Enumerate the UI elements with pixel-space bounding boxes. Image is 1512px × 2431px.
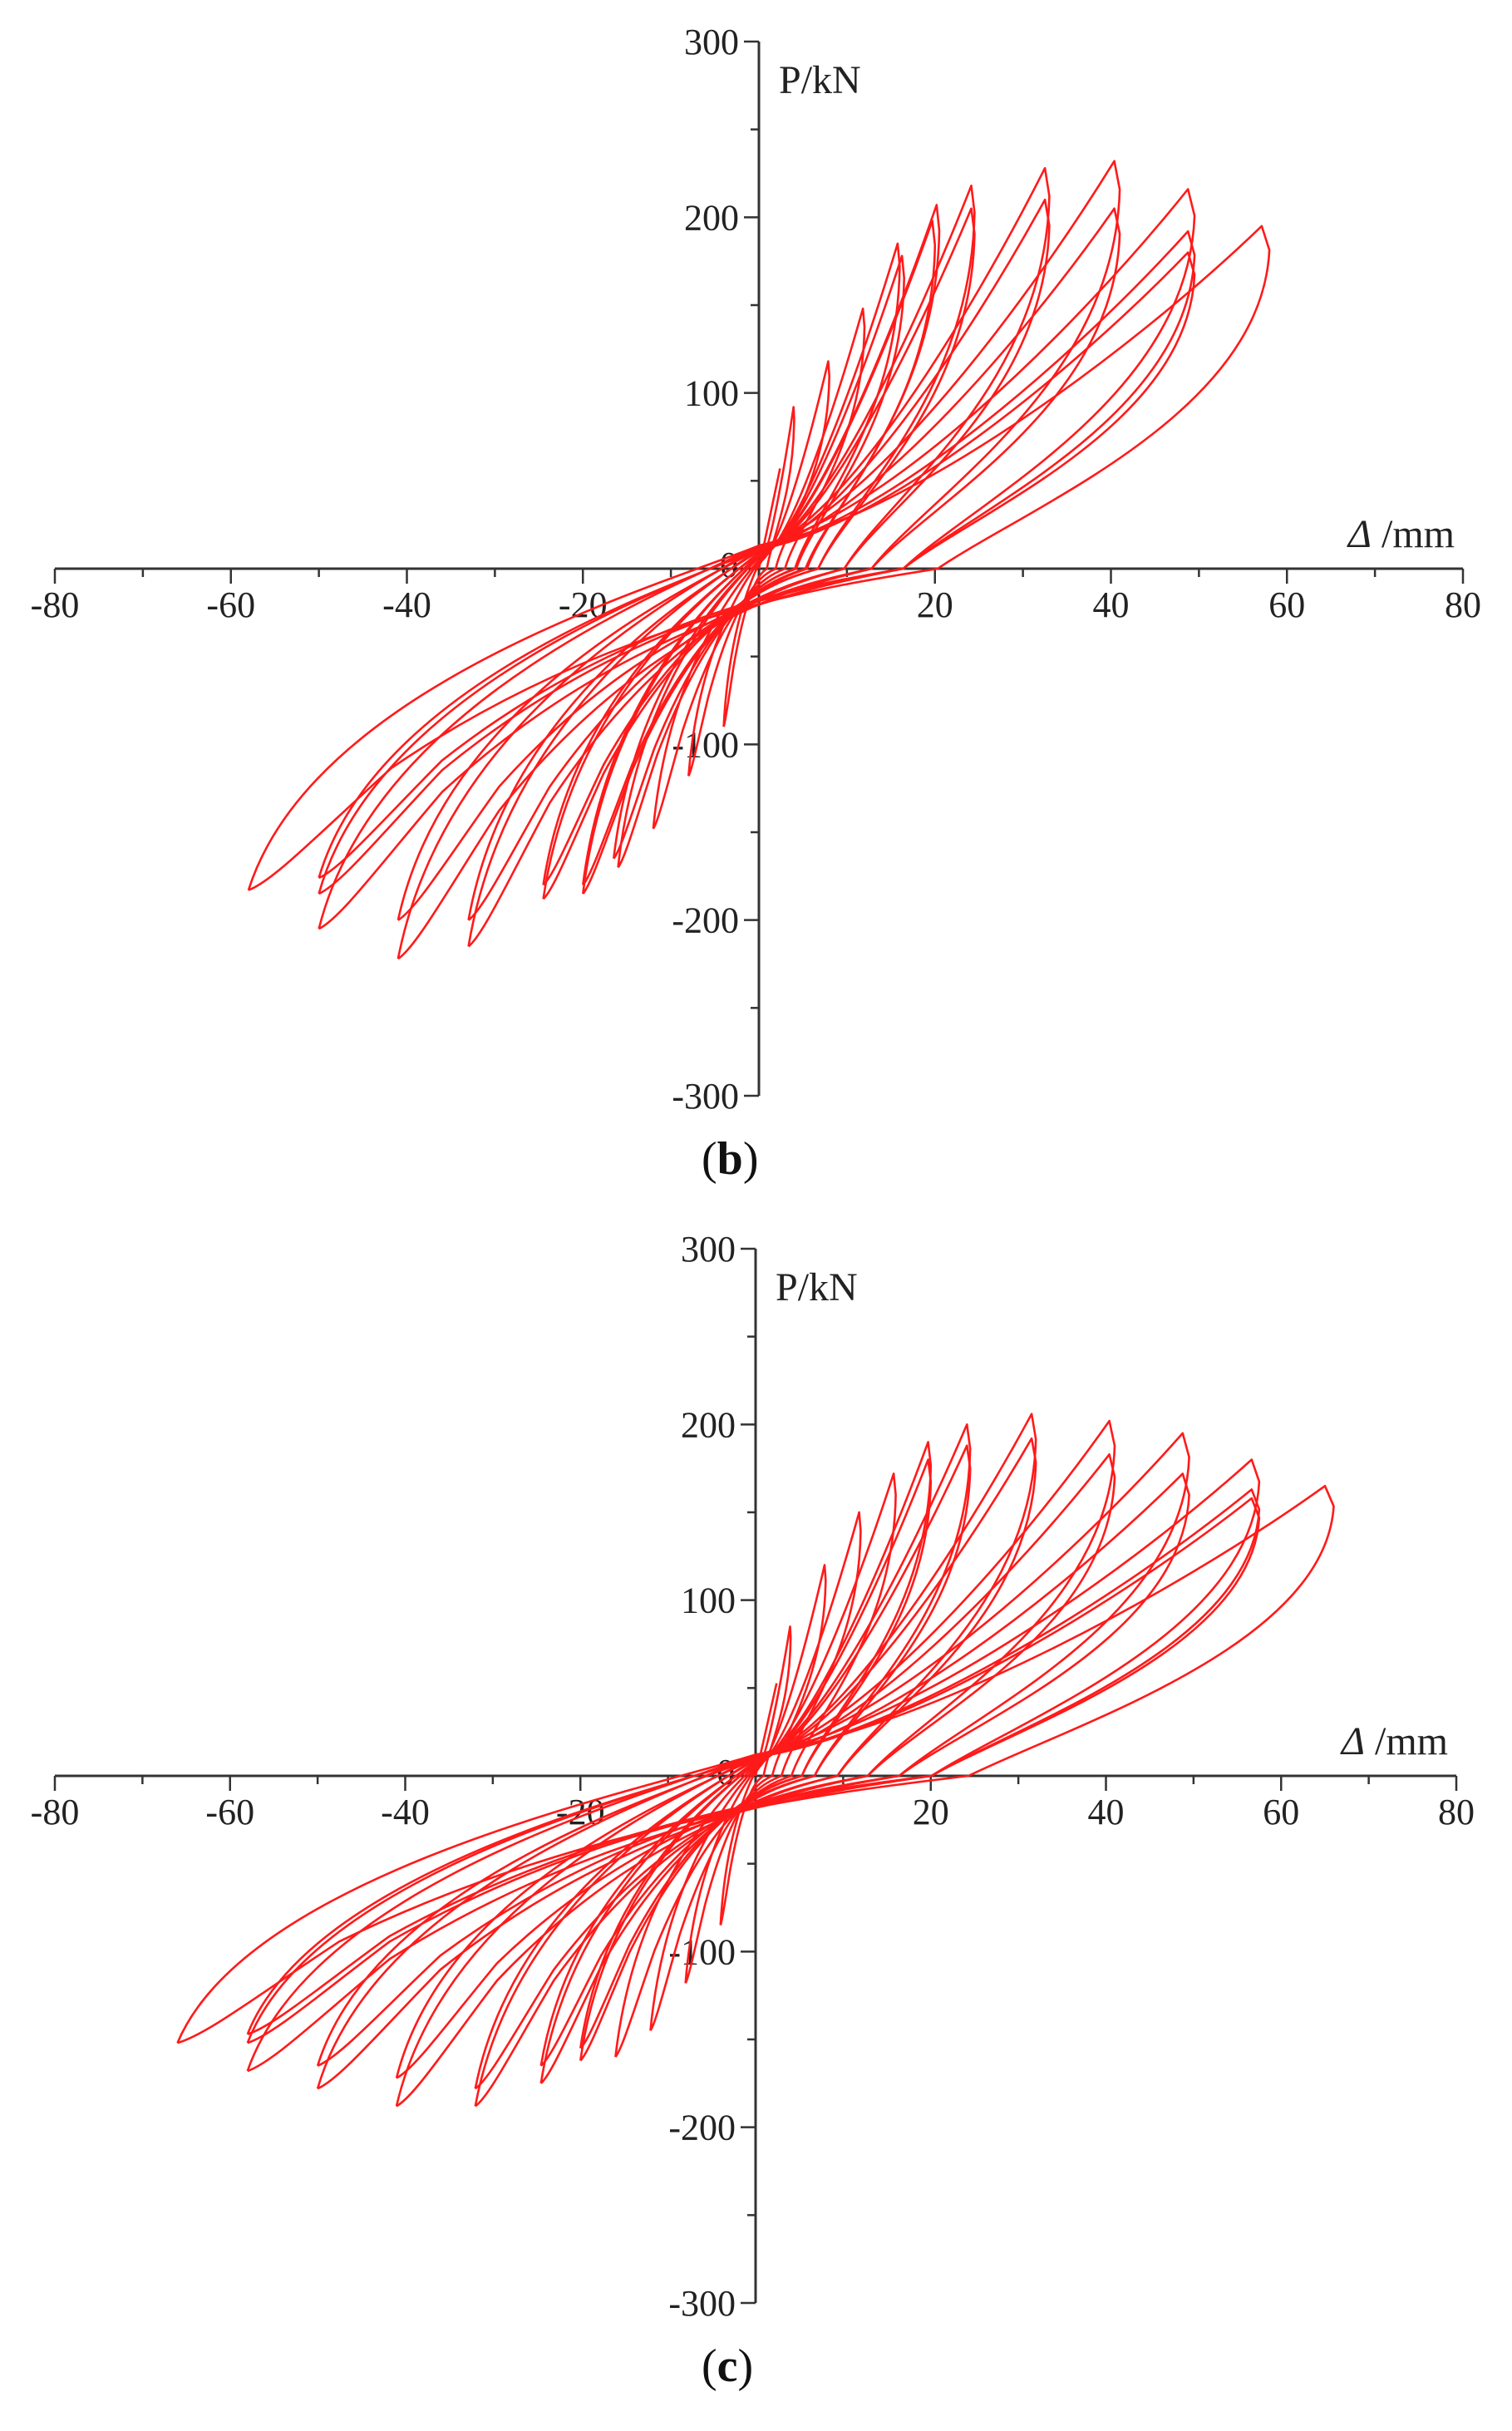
hysteresis-loop xyxy=(539,1444,972,2067)
hysteresis-curves xyxy=(247,160,1271,960)
hysteresis-curves xyxy=(176,1413,1335,2108)
panel-label-c: (c) xyxy=(702,2340,754,2392)
hysteresis-loop xyxy=(613,254,905,860)
hysteresis-loop xyxy=(719,1625,792,1926)
y-tick-label: -100 xyxy=(668,1931,736,1972)
panel-label-c-letter: c xyxy=(717,2340,738,2392)
hysteresis-loop xyxy=(579,1458,933,2049)
panel-label-b-letter: b xyxy=(717,1133,743,1185)
x-tick-label: -40 xyxy=(382,584,431,625)
x-tick-label: 80 xyxy=(1445,584,1481,625)
x-axis-title: Δ /mm xyxy=(1347,512,1455,556)
y-tick-label: -200 xyxy=(672,900,739,941)
y-tick-label: 300 xyxy=(681,1229,736,1270)
x-tick-label: 60 xyxy=(1268,584,1305,625)
y-tick-label: 100 xyxy=(684,373,739,414)
hysteresis-loop xyxy=(176,1485,1335,2044)
x-tick-label: 40 xyxy=(1088,1792,1125,1832)
x-tick-label: 80 xyxy=(1438,1792,1475,1832)
x-axis-title-symbol: Δ xyxy=(1347,512,1372,556)
y-tick-label: 200 xyxy=(684,197,739,238)
hysteresis-loop xyxy=(722,406,795,727)
hysteresis-loop xyxy=(467,198,1051,921)
y-tick-label: 300 xyxy=(684,22,739,62)
panel-label-b: (b) xyxy=(702,1133,759,1185)
y-tick-label: 200 xyxy=(681,1404,736,1445)
x-axis-title-unit: /mm xyxy=(1365,1719,1448,1763)
hysteresis-loop xyxy=(396,207,1121,921)
hysteresis-loop xyxy=(396,160,1121,960)
x-tick-label: -80 xyxy=(31,584,80,625)
x-tick-label: -60 xyxy=(206,584,255,625)
hysteresis-loop xyxy=(614,1472,897,2058)
hysteresis-loop xyxy=(395,1453,1116,2079)
x-tick-label: 20 xyxy=(913,1792,949,1832)
hysteresis-loop xyxy=(687,360,830,777)
hysteresis-loop xyxy=(247,224,1271,891)
chart-panel-b: -80 -60 -40 -20 0 20 40 60 80 300 200 100 -100 -200 -3… xyxy=(31,22,1481,1185)
x-tick-label: -60 xyxy=(205,1792,254,1832)
x-tick-label: 20 xyxy=(917,584,953,625)
chart-panel-c: -80 -60 -40 -20 0 20 40 60 80 300 200 100 -100 -200 -3… xyxy=(0,1216,1512,2431)
hysteresis-loop xyxy=(246,1497,1261,2035)
hysteresis-loop xyxy=(318,188,1196,930)
hysteresis-loop xyxy=(652,307,866,830)
hysteresis-loop xyxy=(316,1472,1190,2067)
x-tick-label: -40 xyxy=(381,1792,430,1832)
y-tick-label: 100 xyxy=(681,1580,736,1621)
y-axis-title: P/kN xyxy=(776,1265,858,1309)
hysteresis-loop xyxy=(474,1437,1037,2090)
y-tick-label: -300 xyxy=(668,2283,736,2324)
x-tick-label: -80 xyxy=(31,1792,80,1832)
x-axis-title-unit: /mm xyxy=(1372,512,1455,556)
hysteresis-loop xyxy=(395,1419,1116,2108)
hysteresis-loop xyxy=(542,207,976,886)
y-tick-label: -200 xyxy=(668,2108,736,2148)
hysteresis-loop xyxy=(649,1511,862,2032)
x-tick-label: 40 xyxy=(1093,584,1130,625)
y-tick-label: -300 xyxy=(672,1076,739,1117)
x-tick-label: 60 xyxy=(1263,1792,1299,1832)
x-axis-title: Δ /mm xyxy=(1340,1719,1448,1763)
hysteresis-loop xyxy=(246,1458,1261,2073)
hysteresis-loop xyxy=(582,219,937,886)
y-axis-title: P/kN xyxy=(779,58,861,102)
hysteresis-loop xyxy=(318,251,1196,880)
hysteresis-loop xyxy=(684,1564,827,1985)
x-axis-title-symbol: Δ xyxy=(1340,1719,1365,1763)
